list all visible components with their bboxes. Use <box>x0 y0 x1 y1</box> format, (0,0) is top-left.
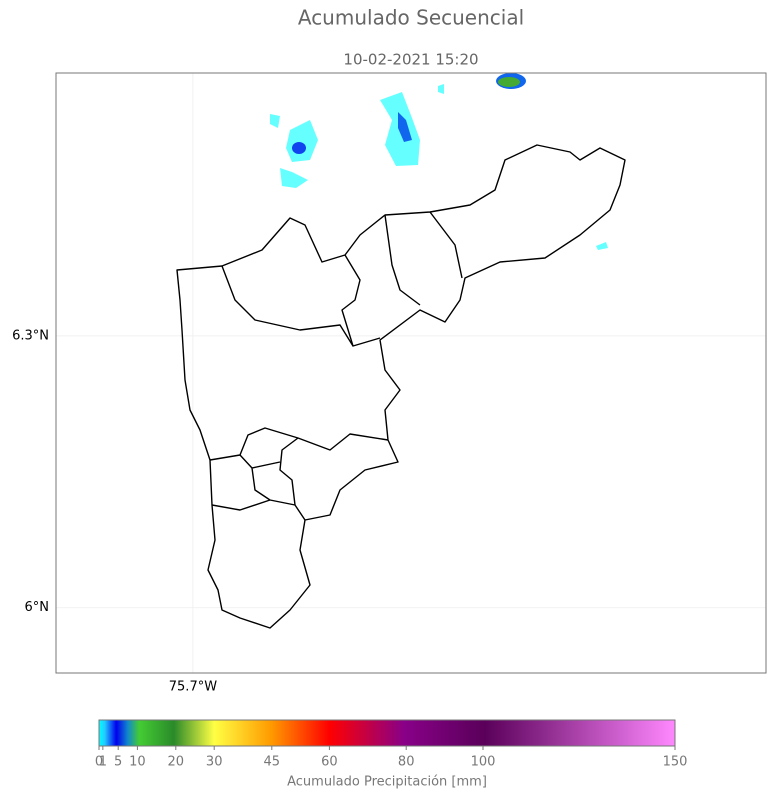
colorbar-label: Acumulado Precipitación [mm] <box>287 775 487 790</box>
rain-area <box>438 84 444 94</box>
municipal-boundary <box>239 454 306 521</box>
region-outline <box>176 144 626 629</box>
subtitle: 10-02-2021 15:20 <box>343 51 478 69</box>
colorbar-tick-label: 5 <box>114 755 122 770</box>
rain-area <box>596 242 608 250</box>
municipal-boundary <box>341 254 381 347</box>
rain-area <box>498 77 520 87</box>
rain-area <box>286 120 318 162</box>
colorbar-tick-label: 0 <box>95 755 103 770</box>
colorbar-tick-label: 60 <box>321 755 338 770</box>
colorbar-tick-label: 1 <box>99 755 107 770</box>
colorbar <box>98 719 676 747</box>
colorbar-tick-label: 10 <box>129 755 146 770</box>
colorbar-tick-label: 80 <box>398 755 415 770</box>
municipal-boundary <box>384 214 421 306</box>
y-tick-label: 6°N <box>25 600 50 615</box>
colorbar-tick-label: 30 <box>206 755 223 770</box>
colorbar-tick-label: 20 <box>168 755 185 770</box>
municipal-boundary <box>221 265 354 347</box>
municipal-boundary <box>209 427 389 461</box>
title: Acumulado Secuencial <box>298 6 524 30</box>
municipal-boundary <box>429 211 463 279</box>
rain-area <box>292 142 306 154</box>
x-tick-label: 75.7°W <box>169 680 217 695</box>
rain-areas <box>270 73 608 250</box>
colorbar-tick-label: 45 <box>264 755 281 770</box>
grid <box>56 73 766 673</box>
map-frame <box>55 72 767 674</box>
boundaries <box>176 144 626 629</box>
rain-area <box>270 114 280 128</box>
municipal-boundary <box>279 437 299 506</box>
rain-area <box>280 168 308 188</box>
municipal-boundary <box>211 499 271 511</box>
rain-area <box>398 112 412 142</box>
colorbar-tick-label: 150 <box>663 755 688 770</box>
y-tick-label: 6.3°N <box>12 328 49 343</box>
colorbar-tick-label: 100 <box>471 755 496 770</box>
